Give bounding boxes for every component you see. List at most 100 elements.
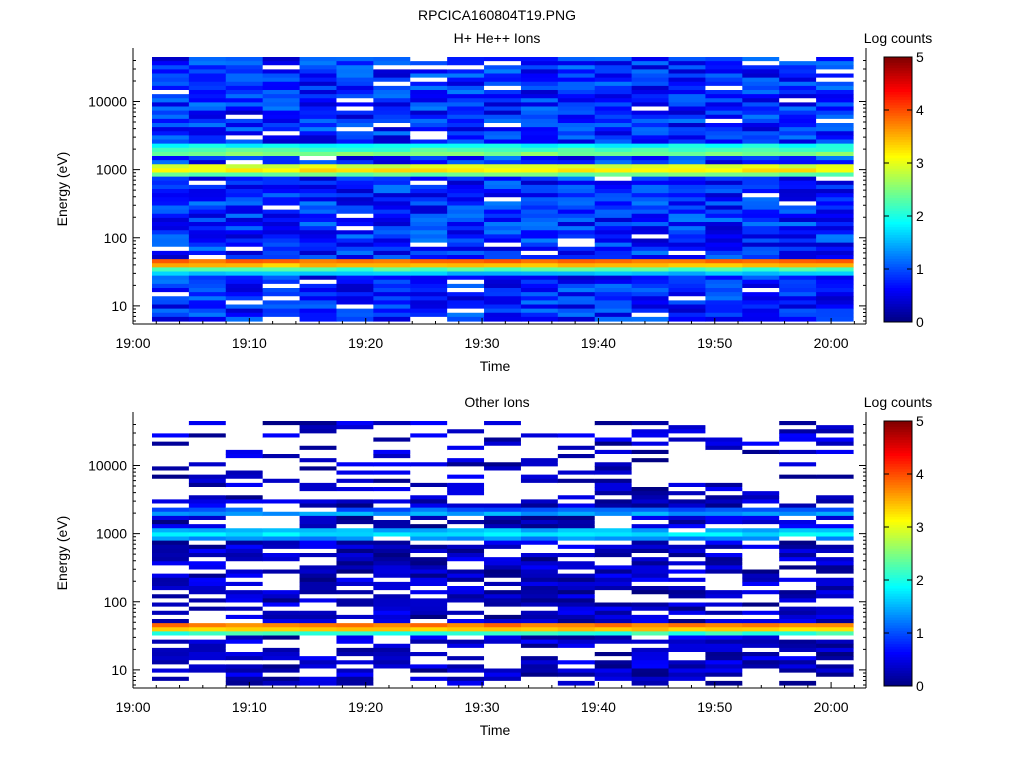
heatmap-cell <box>262 515 301 521</box>
heatmap-cell <box>668 283 707 289</box>
heatmap-cell <box>484 614 522 620</box>
heatmap-cell <box>631 499 670 505</box>
heatmap-cell <box>557 652 596 657</box>
heatmap-cell <box>631 594 670 599</box>
heatmap-cell <box>705 470 743 476</box>
heatmap-cell <box>152 217 190 223</box>
heatmap-cell <box>705 234 743 240</box>
heatmap-cell <box>225 524 264 529</box>
heatmap-cell <box>152 676 190 682</box>
heatmap-cell <box>742 172 780 178</box>
heatmap-cell <box>594 441 633 447</box>
heatmap-cell <box>262 213 301 219</box>
heatmap-cell <box>410 275 448 281</box>
heatmap-cell <box>631 312 670 318</box>
heatmap-cell <box>742 263 780 268</box>
heatmap-cell <box>705 292 743 297</box>
heatmap-cell <box>410 81 448 87</box>
heatmap-cell <box>225 672 264 678</box>
heatmap-cell <box>447 222 485 227</box>
heatmap-cell <box>152 81 190 87</box>
heatmap-cell <box>152 631 190 637</box>
heatmap-cell <box>336 197 374 202</box>
heatmap-cell <box>520 102 559 108</box>
heatmap-cell <box>668 491 707 496</box>
heatmap-cell <box>742 610 780 616</box>
heatmap-cell <box>225 577 264 583</box>
heatmap-cell <box>299 458 338 463</box>
heatmap-cell <box>520 544 559 550</box>
heatmap-cell <box>262 106 301 112</box>
heatmap-cell <box>336 131 374 136</box>
heatmap-cell <box>520 180 559 186</box>
heatmap-cell <box>410 449 448 455</box>
heatmap-cell <box>447 553 485 558</box>
heatmap-cell <box>373 445 411 451</box>
heatmap-cell <box>373 462 411 467</box>
x-tick-label: 19:40 <box>581 335 616 351</box>
colorbar-tick-label: 4 <box>916 102 924 118</box>
heatmap-cell <box>336 189 374 194</box>
colorbar-segment <box>884 659 912 663</box>
heatmap-cell <box>705 283 743 289</box>
colorbar-segment <box>884 295 912 299</box>
heatmap-cell <box>152 602 190 608</box>
heatmap-cell <box>816 213 854 219</box>
heatmap-cell <box>484 528 522 533</box>
heatmap-cell <box>299 81 338 87</box>
heatmap-cell <box>262 429 301 434</box>
heatmap-cell <box>484 234 522 240</box>
heatmap-cell <box>410 156 448 161</box>
heatmap-cell <box>779 528 817 533</box>
heatmap-cell <box>447 279 485 285</box>
heatmap-cell <box>631 668 670 674</box>
heatmap-cell <box>668 577 707 583</box>
heatmap-cell <box>299 668 338 674</box>
heatmap-cell <box>668 623 707 628</box>
heatmap-cell <box>373 474 411 480</box>
colorbar-segment <box>884 266 912 270</box>
heatmap-cell <box>373 466 411 472</box>
heatmap-cell <box>152 656 190 661</box>
heatmap-cell <box>705 250 743 256</box>
heatmap-cell <box>631 437 670 443</box>
heatmap-cell <box>557 635 596 641</box>
heatmap-cell <box>742 168 780 174</box>
colorbar-segment <box>884 181 912 185</box>
heatmap-cell <box>373 197 411 202</box>
colorbar-tick-label: 1 <box>916 625 924 641</box>
heatmap-cell <box>262 619 301 624</box>
heatmap-cell <box>262 267 301 273</box>
heatmap-cell <box>816 586 854 591</box>
heatmap-cell <box>410 98 448 103</box>
heatmap-cell <box>410 246 448 252</box>
heatmap-cell <box>262 222 301 227</box>
heatmap-cell <box>410 271 448 277</box>
colorbar-segment <box>884 463 912 467</box>
colorbar-segment <box>884 529 912 533</box>
heatmap-cell <box>557 147 596 153</box>
heatmap-cell <box>152 590 190 595</box>
heatmap-cell <box>447 61 485 66</box>
heatmap-cell <box>557 197 596 202</box>
heatmap-cell <box>152 222 190 227</box>
heatmap-cell <box>742 102 780 108</box>
heatmap-cell <box>188 668 227 674</box>
heatmap-cell <box>447 143 485 149</box>
heatmap-cell <box>225 647 264 653</box>
heatmap-cell <box>225 90 264 95</box>
heatmap-cell <box>557 127 596 132</box>
heatmap-cell <box>557 217 596 223</box>
heatmap-cell <box>484 499 522 505</box>
heatmap-cell <box>152 482 190 488</box>
heatmap-cell <box>299 664 338 670</box>
heatmap-cell <box>668 275 707 281</box>
heatmap-cell <box>336 528 374 533</box>
heatmap-cell <box>594 619 633 624</box>
heatmap-cell <box>631 226 670 231</box>
heatmap-cell <box>484 156 522 161</box>
heatmap-cell <box>742 660 780 665</box>
heatmap-cell <box>373 267 411 273</box>
heatmap-cell <box>742 57 780 62</box>
heatmap-cell <box>188 176 227 182</box>
